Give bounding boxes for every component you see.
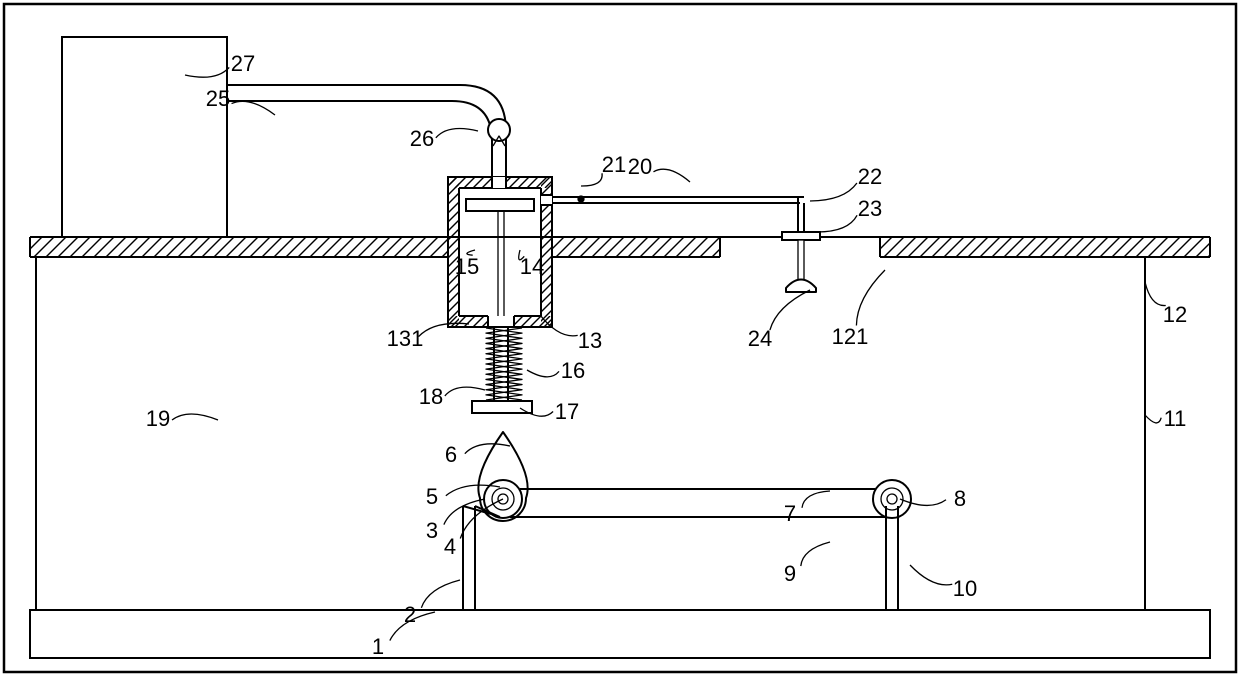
label-5: 5 xyxy=(426,484,438,509)
label-25: 25 xyxy=(206,86,230,111)
label-4: 4 xyxy=(444,534,456,559)
label-14: 14 xyxy=(520,254,544,279)
label-9: 9 xyxy=(784,561,796,586)
label-21: 21 xyxy=(602,152,626,177)
label-16: 16 xyxy=(561,358,585,383)
label-20: 20 xyxy=(628,154,652,179)
label-18: 18 xyxy=(419,384,443,409)
label-8: 8 xyxy=(954,486,966,511)
label-15: 15 xyxy=(455,254,479,279)
label-131: 131 xyxy=(387,326,424,351)
label-7: 7 xyxy=(784,501,796,526)
label-2: 2 xyxy=(404,602,416,627)
label-23: 23 xyxy=(858,196,882,221)
label-121: 121 xyxy=(832,324,869,349)
label-11: 11 xyxy=(1164,406,1187,431)
label-12: 12 xyxy=(1163,302,1187,327)
label-27: 27 xyxy=(231,51,255,76)
label-17: 17 xyxy=(555,399,579,424)
label-19: 19 xyxy=(146,406,170,431)
label-22: 22 xyxy=(858,164,882,189)
label-6: 6 xyxy=(445,442,457,467)
label-10: 10 xyxy=(953,576,977,601)
label-13: 13 xyxy=(578,328,602,353)
label-24: 24 xyxy=(748,326,772,351)
label-1: 1 xyxy=(372,634,384,659)
label-26: 26 xyxy=(410,126,434,151)
label-3: 3 xyxy=(426,518,438,543)
